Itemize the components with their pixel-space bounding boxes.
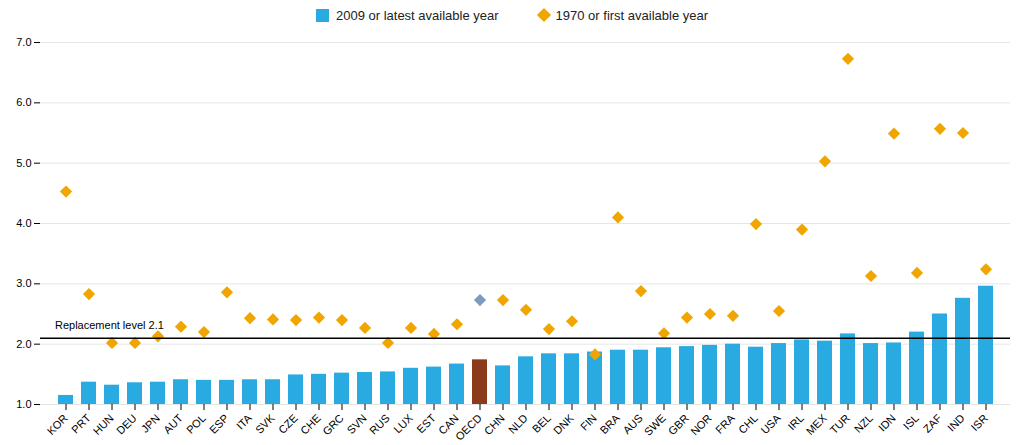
svg-text:IRL: IRL xyxy=(785,411,806,433)
svg-text:BEL: BEL xyxy=(530,412,553,435)
svg-text:FRA: FRA xyxy=(713,411,738,436)
svg-text:DEU: DEU xyxy=(114,412,139,437)
svg-text:PRT: PRT xyxy=(69,412,93,436)
svg-text:ISR: ISR xyxy=(968,412,989,433)
svg-text:CHL: CHL xyxy=(736,412,760,436)
svg-text:RUS: RUS xyxy=(367,412,392,437)
svg-text:6.0: 6.0 xyxy=(16,96,31,108)
svg-text:DNK: DNK xyxy=(551,411,576,436)
svg-text:ITA: ITA xyxy=(234,411,254,431)
svg-text:BRA: BRA xyxy=(597,411,622,436)
svg-text:AUT: AUT xyxy=(161,412,185,436)
svg-text:NLD: NLD xyxy=(506,412,530,436)
svg-text:ESP: ESP xyxy=(207,412,231,436)
svg-text:OECD: OECD xyxy=(453,412,484,442)
svg-text:5.0: 5.0 xyxy=(16,157,31,169)
svg-text:IDN: IDN xyxy=(876,412,898,434)
svg-text:CHE: CHE xyxy=(298,412,323,437)
svg-text:SVN: SVN xyxy=(344,412,369,437)
svg-text:ZAF: ZAF xyxy=(921,412,944,435)
svg-text:USA: USA xyxy=(758,411,783,436)
svg-text:FIN: FIN xyxy=(578,412,599,433)
svg-text:MEX: MEX xyxy=(804,411,830,437)
svg-text:POL: POL xyxy=(184,412,208,436)
svg-text:TUR: TUR xyxy=(827,412,852,437)
svg-text:ISL: ISL xyxy=(901,412,921,432)
svg-text:HUN: HUN xyxy=(91,412,116,437)
svg-text:7.0: 7.0 xyxy=(16,36,31,48)
svg-text:IND: IND xyxy=(945,412,967,434)
svg-text:LUX: LUX xyxy=(391,411,415,435)
svg-text:1.0: 1.0 xyxy=(16,398,31,410)
svg-text:KOR: KOR xyxy=(45,412,70,437)
svg-text:JPN: JPN xyxy=(139,412,162,435)
svg-text:NZL: NZL xyxy=(852,412,875,435)
svg-text:Replacement level 2.1: Replacement level 2.1 xyxy=(55,319,164,331)
svg-text:3.0: 3.0 xyxy=(16,277,31,289)
svg-text:CZE: CZE xyxy=(276,412,300,436)
svg-text:4.0: 4.0 xyxy=(16,217,31,229)
svg-text:CHN: CHN xyxy=(482,412,507,437)
svg-text:EST: EST xyxy=(414,412,438,436)
svg-text:2.0: 2.0 xyxy=(16,338,31,350)
svg-text:GBR: GBR xyxy=(666,412,691,437)
svg-text:SWE: SWE xyxy=(642,412,668,438)
html-text:2009 or latest available year: 2009 or latest available year xyxy=(336,7,499,23)
html-text:1970 or first available year: 1970 or first available year xyxy=(555,7,708,23)
svg-text:SVK: SVK xyxy=(253,411,278,436)
svg-text:GRC: GRC xyxy=(320,412,346,438)
svg-text:CAN: CAN xyxy=(436,411,461,437)
svg-text:AUS: AUS xyxy=(620,412,644,436)
svg-text:NOR: NOR xyxy=(688,412,714,438)
